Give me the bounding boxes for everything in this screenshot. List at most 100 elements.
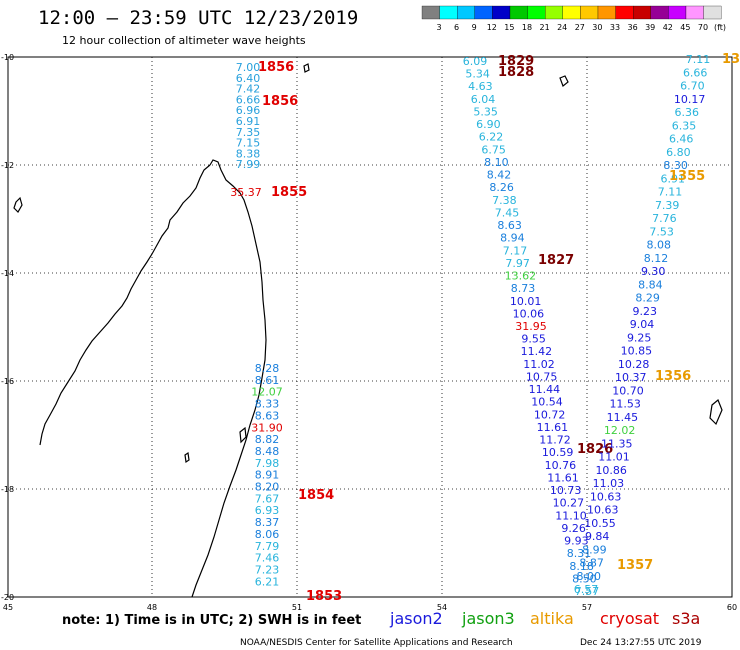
wave-height-value: 8.42	[487, 169, 512, 182]
wave-height-value: 9.30	[641, 265, 666, 278]
legend-swatch	[580, 5, 599, 20]
wave-height-value: 8.63	[255, 409, 280, 422]
pass-time-label: 1355	[669, 169, 705, 184]
wave-height-value: 7.97	[505, 257, 530, 270]
wave-height-value: 6.35	[672, 119, 697, 132]
pass-time-label: 1356	[655, 369, 691, 384]
wave-height-value: 7.57	[575, 585, 600, 598]
legend-tick-label: 18	[522, 23, 532, 32]
wave-height-value: 7.15	[236, 137, 261, 150]
wave-height-value: 10.76	[545, 459, 577, 472]
legend-swatch	[421, 5, 440, 20]
wave-height-value: 8.50	[572, 572, 597, 585]
wave-height-value: 6.46	[669, 133, 694, 146]
wave-height-value: 6.21	[255, 575, 280, 588]
wave-height-value: 11.03	[593, 477, 625, 490]
wave-height-value: 7.67	[255, 492, 280, 505]
latitude-label: -18	[1, 485, 14, 494]
islet-5	[303, 63, 310, 73]
pass-time-label: 135	[722, 52, 740, 67]
pass-time-label: 1856	[258, 60, 294, 75]
wave-height-value: 6.93	[255, 504, 280, 517]
wave-height-value: 11.44	[529, 383, 561, 396]
wave-height-value: 10.55	[584, 517, 616, 530]
wave-height-value: 9.25	[627, 331, 652, 344]
wave-height-value: 9.84	[585, 530, 610, 543]
wave-height-value: 7.39	[655, 199, 680, 212]
legend-swatch	[633, 5, 651, 20]
wave-height-value: 5.35	[473, 105, 498, 118]
wave-height-value: 31.95	[515, 320, 547, 333]
wave-height-value: 6.80	[666, 146, 691, 159]
wave-height-value: 7.38	[492, 194, 517, 207]
wave-height-value: 5.34	[465, 68, 490, 81]
wave-height-value: 11.61	[537, 421, 569, 434]
wave-height-value: 10.59	[542, 446, 574, 459]
wave-height-value: 31.90	[251, 421, 283, 434]
pass-time-label: 1854	[298, 488, 334, 503]
wave-height-value: 10.06	[513, 307, 545, 320]
wave-height-value: 6.04	[471, 93, 496, 106]
note-text: note: 1) Time is in UTC; 2) SWH is in fe…	[62, 613, 361, 628]
wave-height-value: 6.66	[236, 93, 261, 106]
mission-label-altika: altika	[530, 609, 574, 628]
wave-height-value: 11.01	[598, 451, 630, 464]
legend-swatch	[685, 5, 704, 20]
legend-swatch	[703, 5, 722, 20]
legend-swatch	[562, 5, 581, 20]
legend-tick-label: 15	[504, 23, 514, 32]
islet-2	[239, 426, 247, 444]
wave-height-value: 4.63	[468, 80, 493, 93]
wave-height-value: 7.35	[236, 126, 261, 139]
wave-height-value: 8.33	[255, 398, 280, 411]
wave-height-value: 10.72	[534, 408, 566, 421]
map-title: 12:00 – 23:59 UTC 12/23/2019	[38, 7, 358, 29]
wave-height-value: 10.63	[590, 490, 622, 503]
wave-height-value: 10.75	[526, 370, 558, 383]
longitude-label: 57	[582, 603, 592, 612]
wave-height-value: 8.73	[511, 282, 536, 295]
legend-tick-label: 12	[487, 23, 497, 32]
footer-timestamp: Dec 24 13:27:55 UTC 2019	[580, 638, 702, 648]
legend-swatch	[668, 5, 687, 20]
wave-height-value: 11.53	[609, 398, 641, 411]
wave-height-value: 11.10	[555, 509, 587, 522]
color-legend: 3 6 9 12 15 18 21 24 27 30 33 36 39 42 45 70 (ft)	[421, 5, 726, 32]
legend-swatch	[597, 5, 616, 20]
mission-label-jason3: jason3	[461, 609, 515, 628]
wave-height-value: 11.35	[601, 437, 633, 450]
wave-height-value: 6.36	[675, 106, 700, 119]
wave-height-value: 11.61	[547, 471, 579, 484]
wave-height-value: 7.42	[236, 83, 261, 96]
wave-height-value: 8.31	[567, 547, 592, 560]
legend-tick-label: 6	[454, 23, 459, 32]
wave-height-value: 8.38	[236, 147, 261, 160]
wave-height-value: 9.26	[561, 522, 586, 535]
legend-tick-label: 45	[680, 23, 690, 32]
longitude-label: 51	[292, 603, 302, 612]
wave-height-value: 6.70	[680, 80, 705, 93]
legend-tick-label: 36	[628, 23, 638, 32]
legend-unit: (ft)	[714, 23, 726, 32]
wave-height-value: 7.17	[503, 244, 528, 257]
wave-height-value: 8.08	[647, 239, 672, 252]
wave-height-value: 7.00	[236, 61, 261, 74]
wave-height-value: 8.99	[582, 543, 607, 556]
legend-swatch	[474, 5, 493, 20]
wave-height-value: 6.75	[481, 143, 506, 156]
wave-height-value: 6.91	[661, 172, 686, 185]
wave-height-value: 7.76	[652, 212, 677, 225]
legend-tick-label: 9	[472, 23, 477, 32]
legend-tick-label: 3	[436, 23, 441, 32]
wave-height-value: 8.82	[255, 433, 280, 446]
wave-height-value: 9.55	[521, 333, 546, 346]
wave-height-value: 8.84	[638, 278, 663, 291]
wave-height-value: 7.79	[255, 540, 280, 553]
wave-height-value: 8.29	[635, 292, 660, 305]
pass-time-label: 1826	[577, 442, 613, 457]
wave-height-value: 10.37	[615, 371, 647, 384]
legend-tick-label: 70	[698, 23, 708, 32]
pass-time-label: 1856	[262, 94, 298, 109]
wave-height-value: 10.73	[550, 484, 582, 497]
